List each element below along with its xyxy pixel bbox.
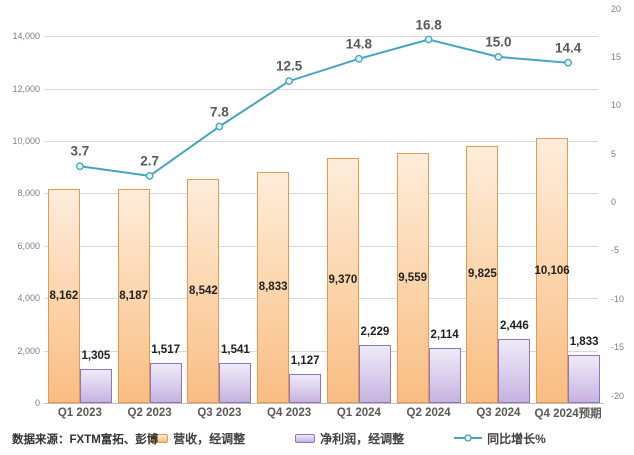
growth-marker bbox=[354, 54, 363, 63]
category-label: Q2 2023 bbox=[127, 407, 172, 419]
legend-item-revenue: 营收，经调整 bbox=[148, 430, 245, 447]
right-axis-tick: 10 bbox=[611, 100, 622, 111]
category-label: Q1 2023 bbox=[57, 407, 102, 419]
profit-bar bbox=[498, 338, 531, 403]
right-axis-tick: 5 bbox=[611, 148, 617, 159]
profit-value-label: 2,446 bbox=[500, 319, 529, 332]
profit-value-label: 2,229 bbox=[360, 325, 390, 338]
growth-marker bbox=[285, 77, 293, 86]
gridline bbox=[44, 193, 598, 195]
growth-value-label: 14.4 bbox=[554, 40, 582, 56]
profit-value-label: 1,305 bbox=[81, 349, 111, 362]
revenue-value-label: 9,825 bbox=[468, 268, 497, 281]
revenue-value-label: 9,559 bbox=[398, 271, 427, 284]
legend-label-profit: 净利润，经调整 bbox=[320, 431, 405, 446]
profit-value-label: 1,833 bbox=[569, 336, 599, 348]
profit-value-label: 2,114 bbox=[430, 328, 459, 341]
category-label: Q4 2024预期 bbox=[534, 408, 602, 420]
legend-label-revenue: 营收，经调整 bbox=[173, 431, 246, 446]
profit-bar bbox=[289, 373, 322, 403]
right-axis-tick: 15 bbox=[611, 51, 622, 62]
gridline bbox=[44, 298, 598, 300]
x-axis-line bbox=[44, 403, 604, 404]
profit-bar bbox=[219, 362, 252, 403]
right-axis-tick: -20 bbox=[611, 390, 625, 401]
growth-value-label: 3.7 bbox=[70, 143, 90, 159]
category-label: Q3 2023 bbox=[197, 407, 242, 419]
revenue-bar bbox=[396, 152, 429, 403]
right-axis-tick: 0 bbox=[611, 197, 617, 207]
legend: 营收，经调整 净利润，经调整 同比增长% bbox=[60, 428, 634, 448]
growth-value-label: 12.5 bbox=[275, 58, 303, 74]
right-axis-tick: -10 bbox=[611, 293, 625, 304]
line-marker-icon bbox=[454, 434, 483, 442]
gridline bbox=[44, 36, 598, 38]
growth-value-label: 14.8 bbox=[345, 36, 373, 52]
legend-label-growth: 同比增长% bbox=[487, 431, 546, 446]
revenue-value-label: 9,370 bbox=[328, 274, 358, 287]
left-axis-tick: 10,000 bbox=[12, 136, 40, 146]
category-label: Q4 2023 bbox=[267, 407, 312, 419]
profit-bar bbox=[79, 368, 112, 403]
revenue-value-label: 8,162 bbox=[49, 290, 79, 303]
category-label: Q3 2024 bbox=[476, 407, 521, 419]
gridline bbox=[44, 141, 598, 142]
revenue-bar bbox=[47, 189, 80, 403]
growth-marker bbox=[564, 58, 572, 67]
growth-marker bbox=[145, 171, 154, 180]
growth-marker bbox=[424, 35, 433, 44]
growth-marker bbox=[76, 162, 84, 171]
gridline bbox=[44, 88, 598, 90]
profit-value-label: 1,541 bbox=[221, 343, 250, 356]
profit-bar bbox=[149, 363, 182, 403]
revenue-value-label: 8,187 bbox=[119, 289, 148, 302]
revenue-bar bbox=[536, 138, 569, 403]
revenue-bar bbox=[257, 171, 290, 403]
left-axis-tick: 12,000 bbox=[12, 83, 40, 94]
growth-marker bbox=[494, 53, 503, 61]
gridline bbox=[44, 245, 598, 247]
category-label: Q1 2024 bbox=[336, 407, 381, 419]
growth-value-label: 2.7 bbox=[140, 153, 159, 169]
left-axis-tick: 6,000 bbox=[17, 240, 40, 251]
right-axis-tick: -15 bbox=[611, 342, 625, 353]
growth-value-label: 15.0 bbox=[485, 34, 512, 50]
revenue-value-label: 8,833 bbox=[258, 281, 288, 294]
growth-marker bbox=[215, 122, 224, 131]
legend-item-profit: 净利润，经调整 bbox=[295, 430, 404, 447]
left-axis-tick: 14,000 bbox=[12, 31, 40, 42]
right-axis-tick: 20 bbox=[611, 3, 622, 14]
profit-bar bbox=[568, 355, 601, 403]
right-axis-tick: -5 bbox=[611, 245, 620, 256]
revenue-value-label: 8,542 bbox=[189, 285, 218, 298]
profit-swatch-icon bbox=[295, 433, 316, 443]
revenue-bar bbox=[187, 179, 220, 403]
legend-item-growth: 同比增长% bbox=[454, 430, 546, 447]
revenue-value-label: 10,106 bbox=[534, 264, 570, 277]
left-axis-tick: 0 bbox=[34, 398, 40, 408]
profit-value-label: 1,127 bbox=[290, 354, 320, 367]
growth-value-label: 7.8 bbox=[210, 104, 229, 119]
profit-bar bbox=[358, 344, 391, 403]
revenue-bar bbox=[326, 157, 359, 403]
left-axis-tick: 4,000 bbox=[17, 293, 40, 304]
revenue-bar bbox=[466, 145, 499, 403]
source-note: 数据来源：FXTM富拓、彭博 bbox=[12, 434, 159, 446]
left-axis-tick: 8,000 bbox=[17, 188, 40, 199]
revenue-swatch-icon bbox=[148, 433, 169, 443]
gridline bbox=[44, 350, 598, 352]
growth-value-label: 16.8 bbox=[415, 17, 442, 32]
left-axis-tick: 2,000 bbox=[17, 345, 40, 356]
category-label: Q2 2024 bbox=[406, 407, 451, 419]
profit-value-label: 1,517 bbox=[151, 344, 180, 357]
profit-bar bbox=[428, 347, 461, 403]
revenue-bar bbox=[117, 188, 150, 403]
